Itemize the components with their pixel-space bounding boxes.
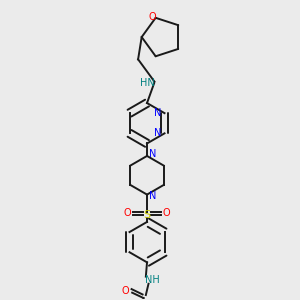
Text: N: N bbox=[149, 149, 156, 160]
Text: NH: NH bbox=[145, 275, 160, 285]
Text: O: O bbox=[122, 286, 129, 296]
Text: N: N bbox=[154, 128, 162, 138]
Text: N: N bbox=[149, 191, 156, 201]
Text: N: N bbox=[154, 108, 162, 118]
Text: HN: HN bbox=[140, 78, 154, 88]
Text: S: S bbox=[143, 210, 151, 220]
Text: O: O bbox=[124, 208, 131, 218]
Text: O: O bbox=[148, 12, 156, 22]
Text: O: O bbox=[163, 208, 170, 218]
